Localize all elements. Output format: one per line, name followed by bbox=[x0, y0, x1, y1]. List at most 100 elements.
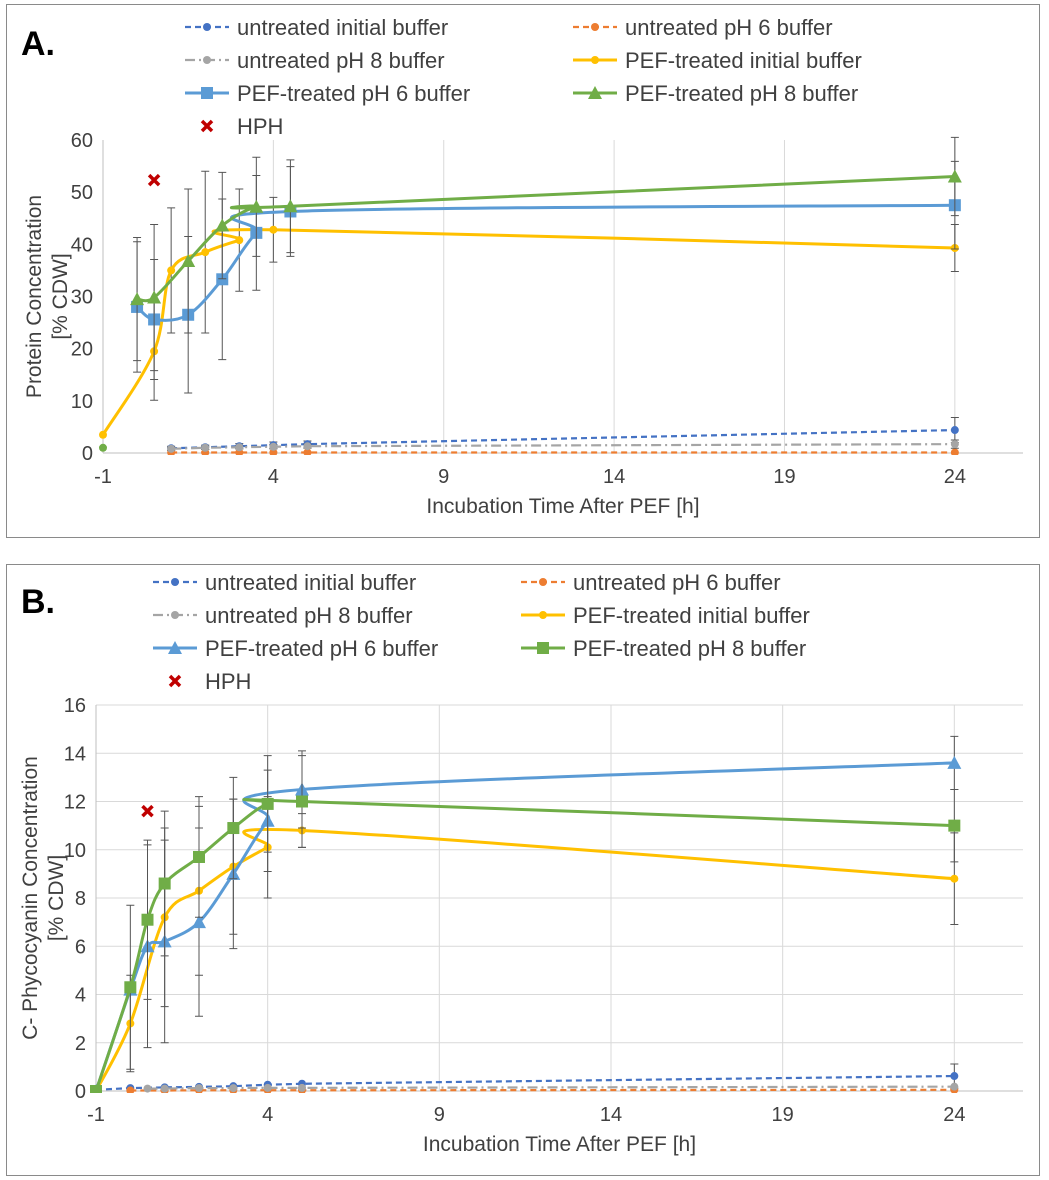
legend-label: untreated pH 8 buffer bbox=[237, 48, 445, 73]
series-3 bbox=[99, 170, 959, 439]
legend-entry: PEF-treated pH 8 buffer bbox=[573, 81, 858, 106]
y-tick-label: 10 bbox=[71, 391, 93, 413]
x-tick-label: 9 bbox=[438, 466, 449, 488]
legend-label: HPH bbox=[237, 114, 283, 139]
series-1 bbox=[167, 448, 959, 455]
data-point bbox=[90, 1085, 102, 1093]
y-tick-label: 4 bbox=[75, 985, 86, 1007]
data-point bbox=[158, 877, 171, 890]
legend-label: untreated pH 8 buffer bbox=[205, 603, 413, 628]
data-point bbox=[283, 199, 298, 213]
x-tick-label: 14 bbox=[603, 466, 625, 488]
data-point bbox=[269, 442, 278, 451]
x-tick-label: 19 bbox=[773, 466, 795, 488]
series-6 bbox=[147, 173, 161, 187]
series-6 bbox=[141, 804, 154, 818]
x-tick-label: 24 bbox=[943, 1104, 965, 1126]
data-point bbox=[950, 1072, 959, 1081]
data-point bbox=[195, 1084, 203, 1093]
chart-a-svg: A. 0 10 20 30 40 50 60 -1 4 9 14 19 24 Incubation Time… bbox=[21, 15, 1023, 518]
legend-label: HPH bbox=[205, 669, 251, 694]
data-point bbox=[99, 443, 107, 452]
data-point bbox=[141, 913, 154, 926]
legend-label: PEF-treated pH 8 buffer bbox=[573, 636, 806, 661]
y-tick-label: 60 bbox=[71, 130, 93, 152]
y-tick-label: 16 bbox=[64, 695, 86, 717]
data-point bbox=[303, 442, 312, 451]
series-line bbox=[95, 1074, 955, 1091]
legend-entry: untreated initial buffer bbox=[185, 15, 448, 40]
legend-marker bbox=[171, 578, 179, 586]
data-point bbox=[263, 1083, 272, 1092]
legend-label: PEF-treated initial buffer bbox=[573, 603, 810, 628]
y-axis-title-unit: [% CDW] bbox=[49, 253, 72, 339]
series-2 bbox=[143, 1082, 959, 1093]
data-point bbox=[167, 444, 176, 453]
data-point bbox=[261, 797, 274, 810]
data-point bbox=[126, 1086, 135, 1093]
x-tick-label: 4 bbox=[262, 1104, 273, 1126]
legend-entry: HPH bbox=[200, 114, 283, 139]
data-point bbox=[181, 254, 196, 268]
y-tick-label: 0 bbox=[75, 1081, 86, 1103]
data-point bbox=[948, 819, 961, 832]
y-tick-label: 12 bbox=[64, 792, 86, 814]
x-tick-label: 24 bbox=[944, 466, 966, 488]
legend-entry: untreated pH 8 buffer bbox=[153, 603, 413, 628]
y-tick-label: 2 bbox=[75, 1033, 86, 1055]
y-axis-title: Protein Concentration bbox=[23, 195, 46, 398]
panel-label: B. bbox=[21, 583, 55, 621]
legend-marker bbox=[171, 611, 179, 619]
legend-marker bbox=[537, 642, 549, 654]
y-axis-title-unit: [% CDW] bbox=[45, 855, 68, 941]
legend-entry: untreated pH 6 buffer bbox=[573, 15, 833, 40]
y-tick-label: 50 bbox=[71, 182, 93, 204]
y-tick-label: 14 bbox=[64, 743, 86, 765]
legend-entry: PEF-treated pH 6 buffer bbox=[153, 636, 438, 661]
x-tick-label: 4 bbox=[268, 466, 279, 488]
legend-marker bbox=[539, 578, 547, 586]
legend-marker bbox=[203, 23, 211, 31]
series-line bbox=[94, 827, 955, 1092]
x-tick-label: 19 bbox=[772, 1104, 794, 1126]
legend-marker bbox=[168, 674, 182, 688]
series-5 bbox=[90, 755, 961, 1093]
legend-entry: untreated pH 6 buffer bbox=[521, 570, 781, 595]
legend-marker bbox=[168, 641, 182, 654]
series-2 bbox=[167, 439, 959, 453]
legend-marker bbox=[588, 86, 602, 99]
data-point bbox=[947, 169, 962, 183]
x-tick-label: -1 bbox=[87, 1104, 105, 1126]
series-line bbox=[130, 1088, 955, 1092]
data-point bbox=[216, 273, 229, 286]
data-point bbox=[303, 448, 312, 455]
y-tick-label: 8 bbox=[75, 888, 86, 910]
legend-entry: PEF-treated pH 8 buffer bbox=[521, 636, 806, 661]
y-tick-label: 6 bbox=[75, 936, 86, 958]
data-point bbox=[950, 1082, 959, 1091]
data-point bbox=[227, 822, 240, 835]
legend-marker bbox=[591, 23, 599, 31]
x-tick-label: 14 bbox=[600, 1104, 622, 1126]
series-5 bbox=[130, 136, 962, 372]
legend-label: PEF-treated pH 6 buffer bbox=[237, 81, 470, 106]
data-point bbox=[950, 874, 959, 883]
legend-label: untreated initial buffer bbox=[205, 570, 416, 595]
data-point bbox=[235, 443, 244, 452]
data-point bbox=[99, 430, 107, 439]
y-axis-title: C- Phycocyanin Concentration bbox=[19, 756, 42, 1040]
panel-label: A. bbox=[21, 25, 55, 63]
legend-entry: HPH bbox=[168, 669, 251, 694]
series-line bbox=[101, 228, 955, 436]
data-point bbox=[193, 850, 205, 863]
data-point bbox=[235, 236, 244, 245]
y-tick-label: 40 bbox=[71, 234, 93, 256]
legend-entry: PEF-treated initial buffer bbox=[521, 603, 810, 628]
data-point bbox=[201, 443, 210, 452]
x-axis-title: Incubation Time After PEF [h] bbox=[426, 495, 699, 518]
series-line bbox=[94, 761, 955, 1092]
data-point bbox=[124, 981, 137, 994]
legend-label: PEF-treated initial buffer bbox=[625, 48, 862, 73]
data-point bbox=[130, 292, 145, 306]
